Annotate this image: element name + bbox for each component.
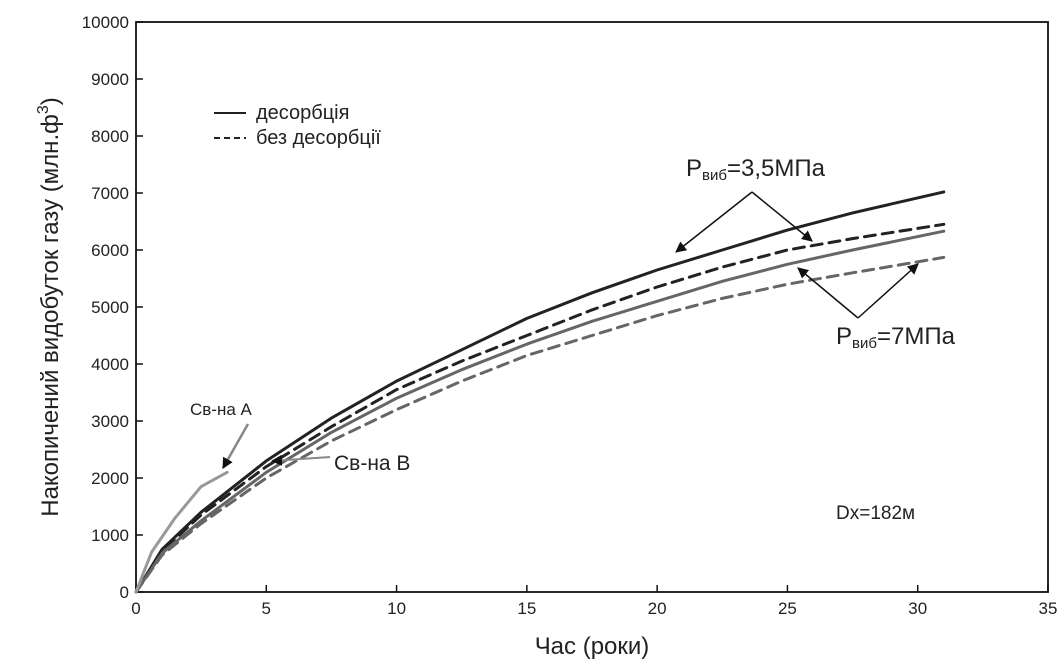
y-axis: 0 1000 2000 3000 4000 5000 6000 7000 8000 9000 100… xyxy=(82,13,143,602)
annotation-dx: Dx=182м xyxy=(836,503,915,524)
y-tick-label: 1000 xyxy=(91,526,129,545)
series-line-4 xyxy=(134,255,946,594)
y-tick-label: 3000 xyxy=(91,412,129,431)
legend-label-dashed: без десорбції xyxy=(256,127,381,149)
y-tick-label: 8000 xyxy=(91,127,129,146)
x-axis: 0 5 10 15 20 25 30 35 xyxy=(131,585,1057,618)
x-tick-label: 5 xyxy=(262,599,271,618)
arrow-p-3-5-to-solid xyxy=(675,191,753,253)
x-tick-label: 25 xyxy=(778,599,797,618)
x-tick-label: 20 xyxy=(648,599,667,618)
legend: десорбція без десорбції xyxy=(214,102,381,149)
y-axis-label-close: ) xyxy=(37,97,64,105)
annotation-p-3-5: Pвиб=3,5МПа xyxy=(686,155,826,184)
y-axis-label: Накопичений видобуток газу (млн.ф3) xyxy=(35,97,64,517)
series-line-2 xyxy=(134,222,946,594)
arrow-well-a xyxy=(221,423,250,469)
y-tick-label: 5000 xyxy=(91,298,129,317)
legend-label-solid: десорбція xyxy=(256,102,349,124)
series-line-3 xyxy=(134,229,946,594)
x-tick-label: 0 xyxy=(131,599,140,618)
x-tick-label: 30 xyxy=(908,599,927,618)
y-tick-label: 7000 xyxy=(91,184,129,203)
y-tick-label: 0 xyxy=(120,583,129,602)
series-line-1 xyxy=(134,190,946,594)
series-layer xyxy=(134,190,946,594)
x-tick-label: 10 xyxy=(387,599,406,618)
y-tick-label: 9000 xyxy=(91,70,129,89)
y-tick-label: 6000 xyxy=(91,241,129,260)
annotation-well-b: Св-на В xyxy=(334,452,410,475)
y-axis-label-superscript: 3 xyxy=(35,105,52,114)
arrow-p-7-to-solid xyxy=(797,267,859,319)
arrow-well-b xyxy=(270,454,331,466)
y-tick-label: 2000 xyxy=(91,469,129,488)
series-line-5 xyxy=(134,470,229,594)
x-tick-label: 15 xyxy=(517,599,536,618)
arrow-p-7-to-dashed xyxy=(857,263,919,319)
x-axis-label: Час (роки) xyxy=(535,633,650,660)
y-tick-label: 4000 xyxy=(91,355,129,374)
annotation-well-a: Св-на А xyxy=(190,400,253,419)
x-tick-label: 35 xyxy=(1039,599,1058,618)
arrow-p-3-5-to-dashed xyxy=(751,191,813,242)
annotation-p-7: Pвиб=7МПа xyxy=(836,323,956,352)
y-tick-label: 10000 xyxy=(82,13,129,32)
